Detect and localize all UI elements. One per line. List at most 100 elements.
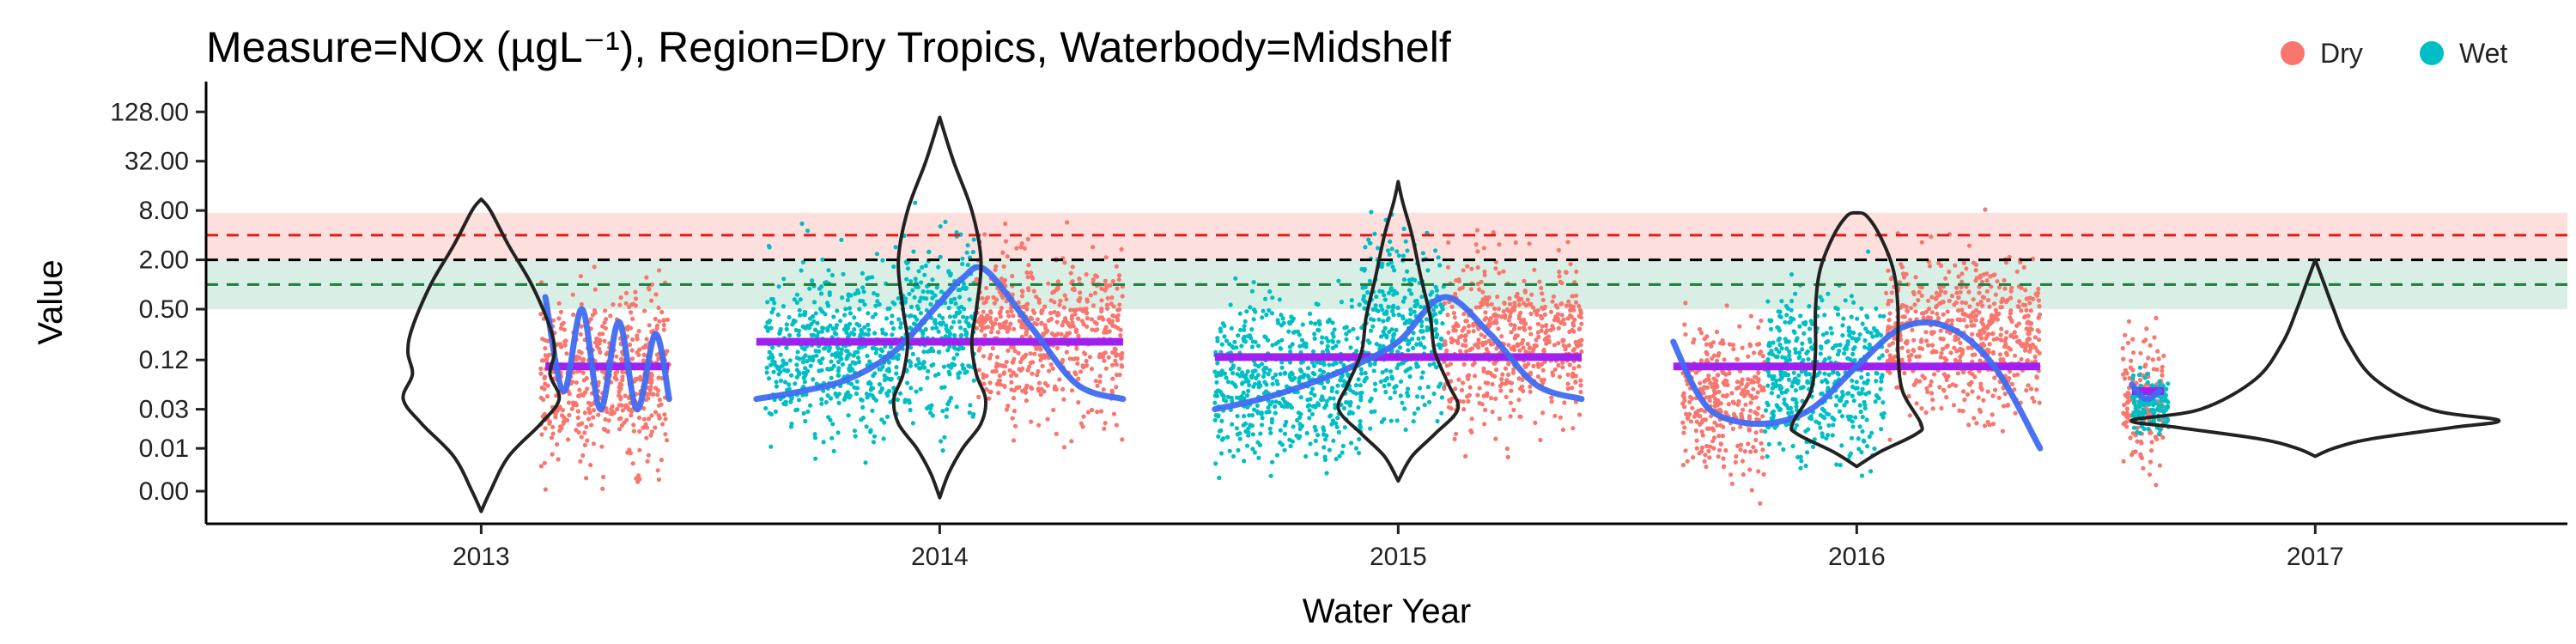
data-point: [1055, 311, 1060, 316]
data-point: [1490, 381, 1495, 387]
data-point: [1042, 304, 1048, 309]
data-point: [833, 325, 838, 331]
data-point: [1230, 398, 1235, 404]
data-point: [1868, 469, 1874, 474]
data-point: [618, 356, 624, 361]
data-point: [929, 363, 934, 368]
data-point: [1046, 281, 1051, 286]
data-point: [1103, 421, 1108, 426]
data-point: [1823, 378, 1828, 383]
data-point: [1814, 419, 1819, 424]
data-point: [1418, 304, 1423, 309]
data-point: [1250, 447, 1255, 452]
data-point: [1743, 402, 1748, 407]
data-point: [2001, 297, 2006, 302]
data-point: [637, 447, 642, 453]
data-point: [1766, 343, 1771, 348]
data-point: [1699, 429, 1704, 434]
data-point: [1759, 440, 1764, 447]
data-point: [1405, 386, 1411, 392]
data-point: [1798, 465, 1803, 471]
data-point: [1905, 341, 1910, 346]
data-point: [1279, 365, 1285, 370]
data-point: [1377, 343, 1382, 349]
data-point: [543, 487, 548, 492]
data-point: [1550, 299, 1555, 304]
data-point: [1728, 472, 1734, 477]
data-point: [1319, 340, 1324, 345]
data-point: [598, 349, 603, 355]
data-point: [637, 428, 642, 434]
data-point: [1394, 418, 1400, 423]
data-point: [564, 351, 569, 356]
data-point: [1527, 241, 1532, 246]
data-point: [1042, 355, 1047, 361]
data-point: [1990, 422, 1996, 427]
data-point: [1818, 412, 1823, 418]
data-point: [2126, 319, 2132, 324]
data-point: [1947, 384, 1952, 389]
data-point: [1722, 382, 1728, 387]
data-point: [1009, 344, 1014, 349]
data-point: [1937, 292, 1942, 298]
data-point: [584, 476, 589, 481]
data-point: [1457, 287, 1462, 292]
data-point: [1538, 437, 1543, 443]
data-point: [2030, 342, 2035, 347]
data-point: [1770, 416, 1776, 421]
data-point: [1862, 344, 1868, 349]
data-point: [1024, 307, 1030, 312]
data-point: [1853, 337, 1858, 342]
data-point: [631, 422, 636, 428]
data-point: [1974, 421, 1979, 426]
data-point: [1013, 373, 1019, 378]
data-point: [941, 364, 947, 369]
data-point: [1437, 310, 1443, 315]
data-point: [1534, 337, 1539, 343]
data-point: [2155, 349, 2160, 354]
data-point: [958, 333, 963, 338]
data-point: [1946, 318, 1951, 323]
data-point: [2128, 435, 2133, 440]
data-point: [1681, 391, 1686, 396]
data-point: [1852, 345, 1857, 350]
data-point: [1923, 330, 1929, 335]
data-point: [1556, 325, 1561, 331]
data-point: [2008, 333, 2014, 338]
data-point: [1972, 374, 1978, 380]
data-point: [1016, 300, 1021, 305]
data-point: [1078, 369, 1084, 374]
data-point: [569, 406, 574, 411]
data-point: [1958, 354, 1963, 360]
data-point: [825, 393, 830, 398]
data-point: [803, 353, 808, 358]
data-point: [1929, 295, 1935, 300]
data-point: [1682, 398, 1687, 403]
data-point: [1824, 340, 1829, 345]
data-point: [865, 276, 870, 282]
data-point: [1325, 343, 1330, 349]
data-point: [1412, 411, 1417, 416]
data-point: [1565, 386, 1571, 392]
data-point: [936, 329, 941, 334]
data-point: [1215, 336, 1220, 341]
data-point: [1808, 416, 1814, 422]
data-point: [634, 476, 639, 481]
data-point: [1351, 390, 1356, 395]
data-point: [782, 380, 788, 385]
data-point: [620, 408, 625, 413]
data-point: [1966, 289, 1971, 295]
data-point: [1419, 295, 1425, 300]
data-point: [812, 327, 818, 332]
data-point: [765, 300, 770, 305]
data-point: [897, 391, 903, 396]
data-point: [1998, 305, 2003, 310]
data-point: [1829, 331, 1834, 336]
data-point: [2013, 353, 2018, 358]
data-point: [1704, 465, 1709, 470]
data-point: [984, 386, 989, 392]
data-point: [1387, 329, 1392, 335]
data-point: [1298, 360, 1304, 365]
data-point: [1076, 333, 1081, 338]
data-point: [1860, 428, 1865, 434]
